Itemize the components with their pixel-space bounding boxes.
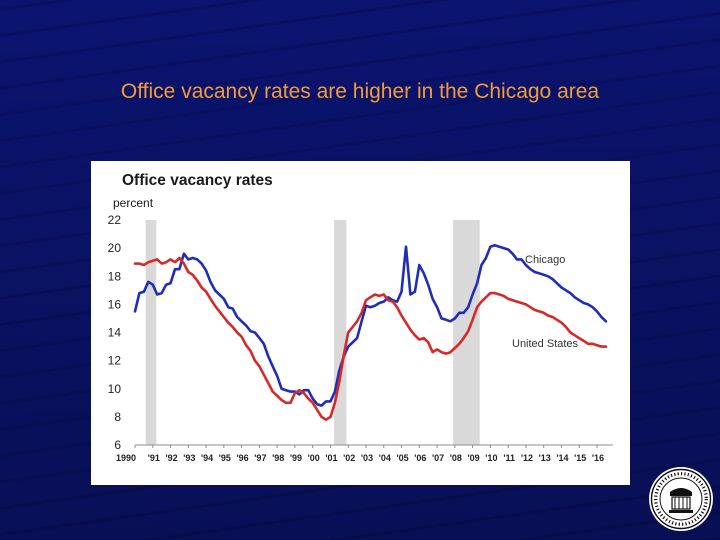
- x-tick-label: '05: [396, 453, 408, 463]
- x-tick-label: '03: [361, 453, 373, 463]
- x-tick-label: '94: [201, 453, 213, 463]
- y-tick-label: 20: [108, 241, 122, 255]
- x-tick-label: '99: [290, 453, 302, 463]
- y-tick-label: 12: [108, 354, 122, 368]
- y-axis-label: percent: [113, 196, 154, 210]
- x-tick-label: '95: [219, 453, 231, 463]
- x-tick-label: '14: [556, 453, 568, 463]
- recession-bands: [145, 220, 480, 445]
- slide-title: Office vacancy rates are higher in the C…: [120, 80, 600, 103]
- y-tick-label: 10: [108, 382, 122, 396]
- series-label-chicago: Chicago: [525, 254, 565, 266]
- y-tick-label: 18: [108, 269, 122, 283]
- x-tick-label: '96: [237, 453, 249, 463]
- x-tick-label: '97: [254, 453, 266, 463]
- series-lines: [133, 244, 608, 422]
- y-tick-label: 6: [114, 438, 121, 452]
- x-tick-label: '02: [343, 453, 355, 463]
- x-tick-label: '08: [450, 453, 462, 463]
- x-tick-label: '91: [148, 453, 160, 463]
- x-tick-label: '13: [539, 453, 551, 463]
- vacancy-chart: 6 8 10 12 14 16 18 20 22 1990 '91 '92 '93 '94 '95 '96 '9…: [108, 172, 613, 463]
- x-tick-label: '01: [325, 453, 337, 463]
- recession-band-1: [334, 220, 347, 445]
- chart-card: 6 8 10 12 14 16 18 20 22 1990 '91 '92 '93 '94 '95 '96 '9…: [91, 161, 630, 485]
- chart-labels: Office vacancy rates percent Chicago Uni…: [113, 172, 579, 350]
- series-line-chicago: [133, 244, 608, 407]
- series-line-united-states: [133, 256, 608, 422]
- x-tick-label: '93: [183, 453, 195, 463]
- y-tick-label: 22: [108, 213, 122, 227]
- x-tick-label: '04: [379, 453, 391, 463]
- series-label-united-states: United States: [512, 338, 579, 350]
- y-tick-label: 16: [108, 297, 122, 311]
- x-tick-label: '92: [165, 453, 177, 463]
- x-tick-label: '15: [574, 453, 586, 463]
- y-tick-label: 14: [108, 326, 122, 340]
- x-tick-label: '06: [414, 453, 426, 463]
- x-tick-label: '98: [272, 453, 284, 463]
- chart-title: Office vacancy rates: [122, 172, 273, 189]
- federal-reserve-seal: [649, 467, 713, 531]
- axes: 6 8 10 12 14 16 18 20 22 1990 '91 '92 '93 '94 '95 '96 '9…: [108, 213, 613, 463]
- recession-band-0: [145, 220, 157, 445]
- x-tick-label: '09: [468, 453, 480, 463]
- y-tick-label: 8: [114, 410, 121, 424]
- x-tick-label: '11: [503, 453, 515, 463]
- x-tick-label: 1990: [116, 453, 136, 463]
- x-tick-label: '10: [485, 453, 497, 463]
- x-tick-label: '12: [521, 453, 533, 463]
- x-tick-label: '16: [592, 453, 604, 463]
- x-tick-label: '00: [308, 453, 320, 463]
- x-tick-label: '07: [432, 453, 444, 463]
